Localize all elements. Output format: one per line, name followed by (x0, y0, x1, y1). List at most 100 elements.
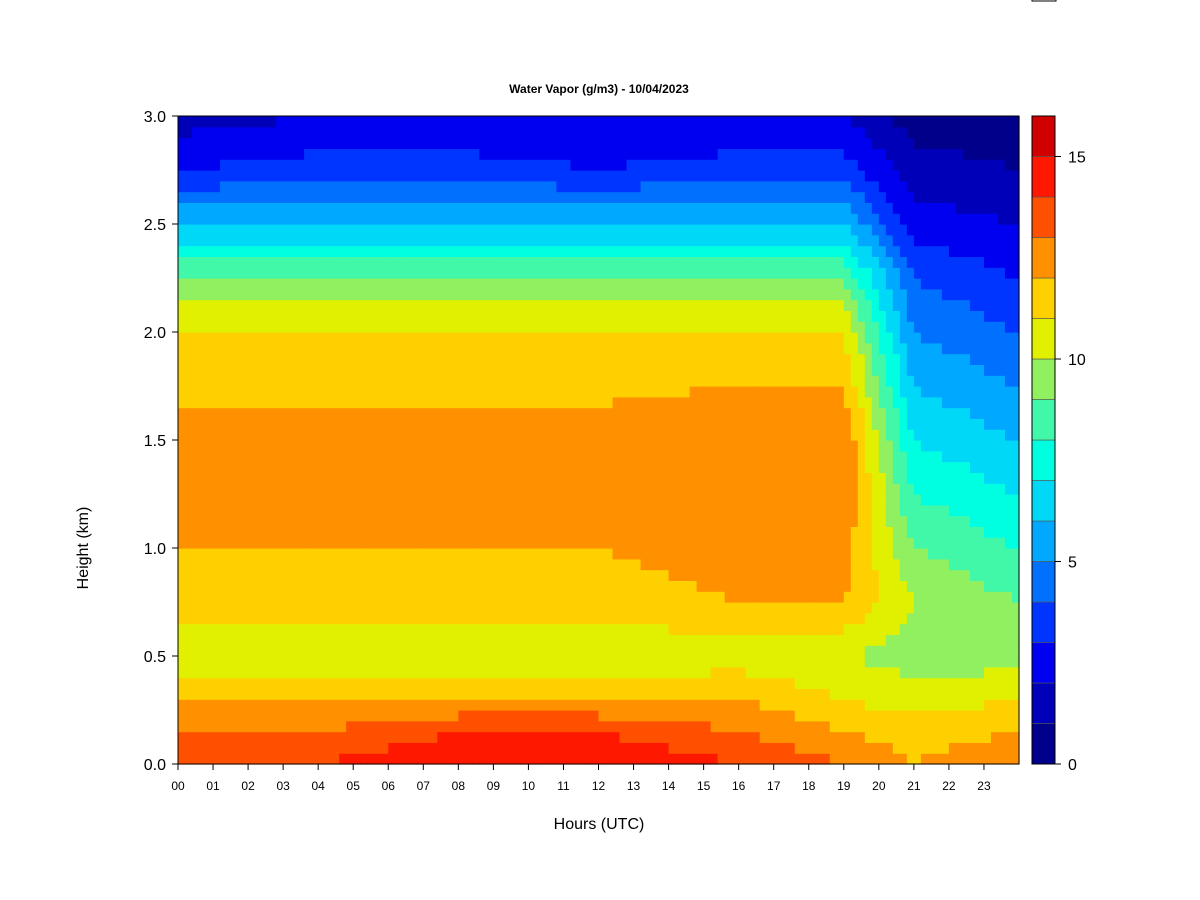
heatmap-cell (668, 753, 677, 765)
heatmap-cell (535, 202, 544, 214)
heatmap-cell (297, 180, 305, 193)
heatmap-cell (598, 429, 607, 441)
heatmap-cell (528, 504, 537, 517)
heatmap-cell (220, 472, 228, 484)
heatmap-cell (199, 202, 207, 214)
heatmap-cell (248, 461, 256, 473)
heatmap-cell (346, 191, 354, 203)
heatmap-cell (591, 515, 600, 527)
heatmap-cell (325, 202, 333, 214)
heatmap-cell (283, 332, 291, 344)
heatmap-cell (255, 450, 263, 463)
heatmap-cell (276, 537, 284, 549)
heatmap-cell (290, 515, 298, 527)
heatmap-cell (423, 310, 431, 322)
heatmap-cell (444, 116, 452, 128)
heatmap-cell (332, 602, 340, 614)
heatmap-cell (724, 159, 733, 171)
heatmap-cell (423, 580, 431, 592)
heatmap-cell (234, 612, 242, 625)
heatmap-cell (577, 612, 586, 625)
heatmap-cell (668, 288, 677, 301)
heatmap-cell (178, 483, 186, 495)
heatmap-cell (276, 591, 284, 603)
heatmap-cell (430, 472, 438, 484)
heatmap-cell (675, 191, 684, 203)
heatmap-cell (493, 569, 501, 581)
heatmap-cell (241, 591, 249, 603)
heatmap-cell (374, 418, 382, 430)
heatmap-cell (549, 116, 558, 128)
heatmap-cell (395, 375, 403, 387)
heatmap-cell (388, 310, 396, 322)
heatmap-cell (724, 191, 733, 203)
heatmap-cell (178, 234, 186, 247)
heatmap-cell (416, 137, 424, 149)
heatmap-cell (535, 558, 544, 571)
heatmap-cell (549, 440, 558, 452)
heatmap-cell (738, 753, 747, 765)
heatmap-cell (269, 461, 277, 473)
heatmap-cell (584, 569, 593, 581)
heatmap-cell (339, 299, 347, 311)
heatmap-cell (430, 224, 438, 236)
heatmap-cell (437, 742, 445, 754)
heatmap-cell (437, 612, 445, 625)
heatmap-cell (528, 310, 537, 322)
heatmap-cell (521, 742, 530, 754)
heatmap-cell (612, 483, 621, 495)
heatmap-cell (374, 515, 382, 527)
heatmap-cell (472, 526, 480, 538)
heatmap-cell (220, 137, 228, 149)
heatmap-cell (689, 612, 698, 625)
heatmap-cell (388, 126, 396, 139)
heatmap-cell (255, 569, 263, 581)
heatmap-cell (409, 688, 417, 700)
heatmap-cell (661, 170, 670, 182)
heatmap-cell (360, 342, 368, 355)
heatmap-cell (444, 256, 452, 268)
heatmap-cell (318, 213, 326, 225)
heatmap-cell (402, 418, 410, 430)
heatmap-cell (241, 310, 249, 322)
heatmap-cell (318, 429, 326, 441)
heatmap-cell (276, 278, 284, 290)
heatmap-cell (661, 256, 670, 268)
heatmap-cell (409, 483, 417, 495)
heatmap-cell (283, 548, 291, 560)
heatmap-cell (423, 504, 431, 517)
heatmap-cell (416, 494, 424, 506)
heatmap-cell (493, 386, 501, 398)
heatmap-cell (689, 396, 698, 409)
heatmap-cell (647, 580, 656, 592)
heatmap-cell (353, 645, 361, 657)
heatmap-cell (374, 634, 382, 646)
heatmap-cell (479, 234, 487, 247)
heatmap-cell (689, 634, 698, 646)
heatmap-cell (640, 321, 649, 333)
heatmap-cell (640, 666, 649, 679)
heatmap-cell (395, 148, 403, 160)
heatmap-cell (745, 429, 754, 441)
heatmap-cell (486, 461, 494, 473)
heatmap-cell (304, 224, 312, 236)
heatmap-cell (570, 688, 579, 700)
heatmap-cell (507, 688, 515, 700)
heatmap-cell (283, 170, 291, 182)
heatmap-cell (416, 548, 424, 560)
heatmap-cell (374, 612, 382, 625)
heatmap-cell (206, 375, 214, 387)
heatmap-cell (325, 159, 333, 171)
heatmap-cell (626, 720, 635, 733)
heatmap-cell (647, 332, 656, 344)
heatmap-cell (514, 234, 523, 247)
heatmap-cell (416, 288, 424, 301)
heatmap-cell (619, 548, 628, 560)
heatmap-cell (626, 386, 635, 398)
heatmap-cell (479, 710, 487, 722)
heatmap-cell (325, 267, 333, 279)
heatmap-cell (738, 602, 747, 614)
heatmap-cell (696, 494, 705, 506)
heatmap-cell (577, 429, 586, 441)
heatmap-cell (703, 656, 712, 668)
